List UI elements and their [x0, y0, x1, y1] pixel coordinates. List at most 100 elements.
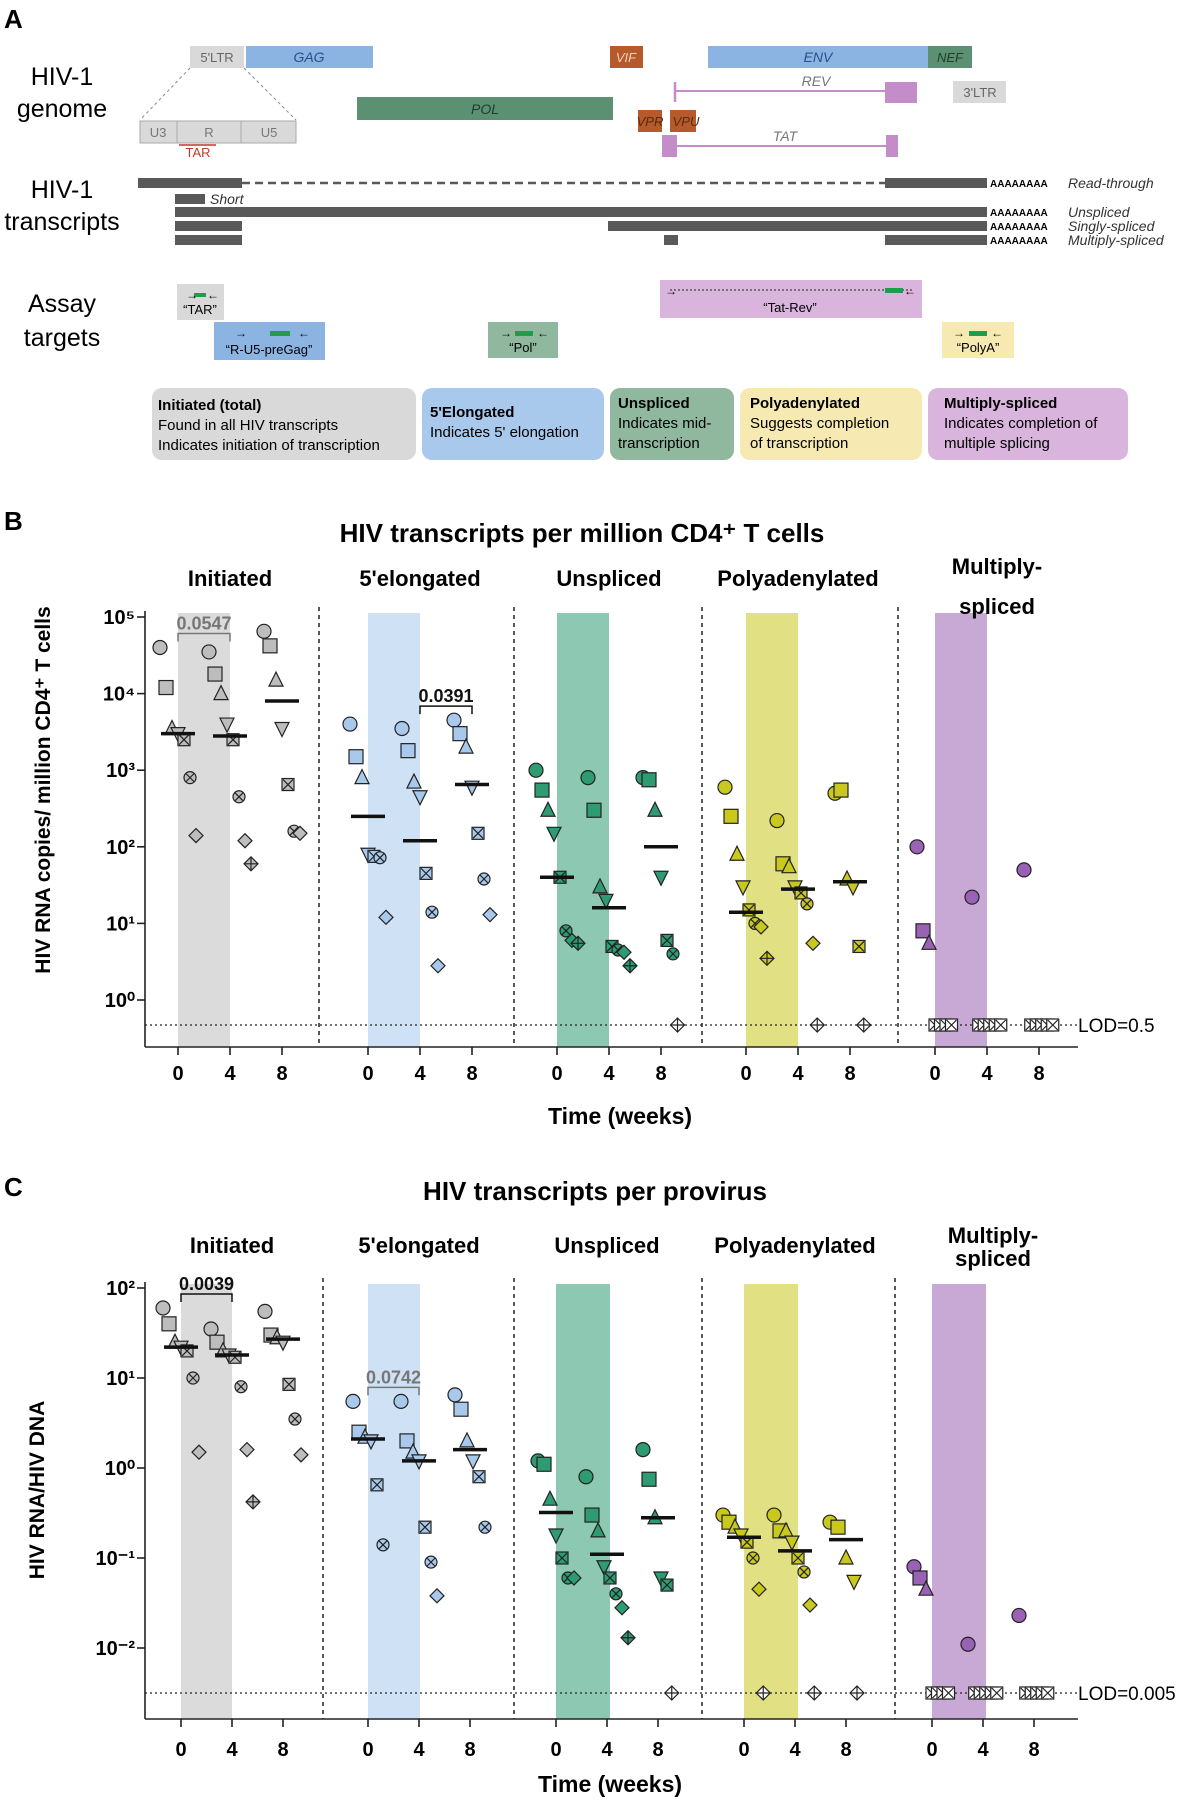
point-3-0-6: [751, 1581, 767, 1598]
lod-label: LOD=0.5: [1078, 1016, 1155, 1037]
point-2-0-0: [528, 762, 544, 778]
point-0-1-5-x: [236, 1382, 246, 1392]
point-1-0-0: [342, 716, 358, 732]
x-tick-label-0-2: 8: [277, 1739, 288, 1761]
rev-exon: [885, 82, 917, 103]
pol-box: [357, 97, 613, 120]
vpu-box: [670, 110, 696, 132]
point-1-0-0: [345, 1393, 361, 1409]
pvalue-label-1: 0.0742: [366, 1367, 421, 1387]
x-tick-label-1-0: 0: [362, 1063, 373, 1085]
point-1-1-1: [400, 743, 416, 759]
point-1-2-0: [447, 1387, 463, 1403]
assay-pol-box: [488, 322, 558, 358]
point-2-1-3: [596, 1560, 612, 1577]
y-tick-label-0: 10⁰: [105, 990, 135, 1012]
point-4-0-1: [915, 923, 931, 939]
x-tick-label-1-2: 8: [464, 1739, 475, 1761]
point-2-2-0: [635, 1442, 651, 1458]
legend-elongated-line1: Indicates 5' elongation: [430, 424, 579, 441]
assay-tat-rev-probe: [885, 288, 903, 293]
assay-label-line2: targets: [24, 324, 100, 352]
y-tick-label-2: 10²: [106, 837, 135, 859]
point-0-2-6: [292, 825, 308, 842]
point-3-1-6: [802, 1597, 818, 1613]
point-1-1-4-x: [420, 867, 432, 879]
point-4-1-5-x: [991, 1687, 1003, 1699]
point-0-0-0: [155, 1300, 171, 1316]
x-tick-label-2-0: 0: [551, 1063, 562, 1085]
assay-targets: → ← “TAR” → ← “R-U5-preGag” → ← “Pol” → …: [177, 280, 1014, 360]
point-1-0-4-x: [371, 1479, 383, 1491]
panel-b-ylabel: HIV RNA copies/ million CD4⁺ T cells: [32, 606, 55, 973]
point-1-1-1: [399, 1433, 415, 1449]
point-4-2-5-x: [1047, 1019, 1059, 1031]
tat-label: TAT: [773, 128, 799, 144]
assay-tat-rev-box: [660, 280, 922, 318]
point-3-2-1: [830, 1519, 846, 1535]
pvalue-label-0: 0.0039: [179, 1274, 234, 1294]
assay-pol-rev-arrow: ←: [537, 326, 549, 340]
assay-r-u5-rev-arrow: ←: [298, 326, 310, 340]
genome-label-line1: HIV-1: [31, 63, 94, 91]
group-title-2: Unspliced: [554, 1233, 659, 1258]
legend-box-unspliced: [610, 388, 734, 460]
point-0-2-4-x: [282, 779, 294, 790]
multiply-polya: AAAAAAAA: [990, 236, 1048, 247]
multiply-bar-3: [885, 235, 987, 245]
point-2-0-3: [546, 826, 562, 843]
vif-box: [610, 46, 643, 68]
genome-map: 5'LTR GAG VIF ENV NEF REV 3'LTR POL VPR …: [139, 46, 1006, 160]
y-tick-label-1: 10¹: [106, 913, 135, 935]
point-0-1-0: [203, 1321, 219, 1337]
group-title-2: Unspliced: [556, 566, 661, 591]
ltr3-label: 3'LTR: [963, 85, 996, 100]
u5-label: U5: [261, 125, 278, 140]
x-tick-label-3-2: 8: [844, 1063, 855, 1085]
point-2-1-3: [598, 893, 614, 910]
point-0-0-5-x: [188, 1373, 198, 1383]
y-tick-label-5: 10⁵: [103, 607, 135, 629]
point-2-2-1: [641, 1471, 657, 1487]
point-3-2-5-cross: [856, 1018, 871, 1032]
point-2-0-7-cross: [571, 936, 585, 951]
point-1-1-4-x: [419, 1521, 431, 1533]
readthrough-polya: AAAAAAAA: [990, 179, 1048, 190]
x-tick-label-0-0: 0: [172, 1063, 183, 1085]
point-3-0-7-cross: [756, 1686, 771, 1700]
band-4: [935, 613, 987, 1047]
legend-box-elongated: [422, 388, 604, 460]
r-label: R: [204, 125, 213, 140]
legend-initiated-title: Initiated (total): [158, 397, 261, 414]
x-tick-label-4-2: 8: [1033, 1063, 1044, 1085]
singly-label: Singly-spliced: [1068, 218, 1156, 234]
env-label: ENV: [804, 49, 834, 65]
point-1-0-5-x: [375, 853, 385, 863]
multiply-bar-2: [664, 235, 678, 245]
point-2-0-2: [542, 1489, 558, 1506]
pvalue-label-1: 0.0391: [418, 686, 473, 706]
point-0-0-6: [191, 1444, 207, 1461]
point-1-1-0: [393, 1393, 409, 1409]
group-title-4-line2: spliced: [955, 1246, 1031, 1271]
x-tick-label-2-2: 8: [655, 1063, 666, 1085]
point-2-0-2: [540, 800, 556, 817]
y-tick-label-3: 10³: [106, 760, 135, 782]
legend-polyadenylated-title: Polyadenylated: [750, 395, 860, 412]
assay-r-u5-probe: [270, 331, 290, 336]
lod-label: LOD=0.005: [1078, 1684, 1176, 1705]
point-4-0-0: [909, 839, 925, 855]
point-3-0-7-cross: [760, 951, 774, 966]
panel-c-xlabel: Time (weeks): [538, 1771, 682, 1797]
point-1-1-5-x: [426, 1557, 436, 1567]
y-tick-label-2: 10⁰: [105, 1458, 135, 1480]
point-1-1-5-x: [427, 907, 437, 917]
point-2-1-0: [578, 1469, 594, 1485]
multiply-bar-1: [175, 235, 242, 245]
point-1-2-5-x: [479, 874, 489, 884]
point-2-2-2: [647, 800, 663, 817]
point-0-0-4-x: [178, 734, 190, 746]
point-1-2-4-x: [473, 1471, 485, 1483]
point-0-2-4-x: [283, 1378, 295, 1390]
